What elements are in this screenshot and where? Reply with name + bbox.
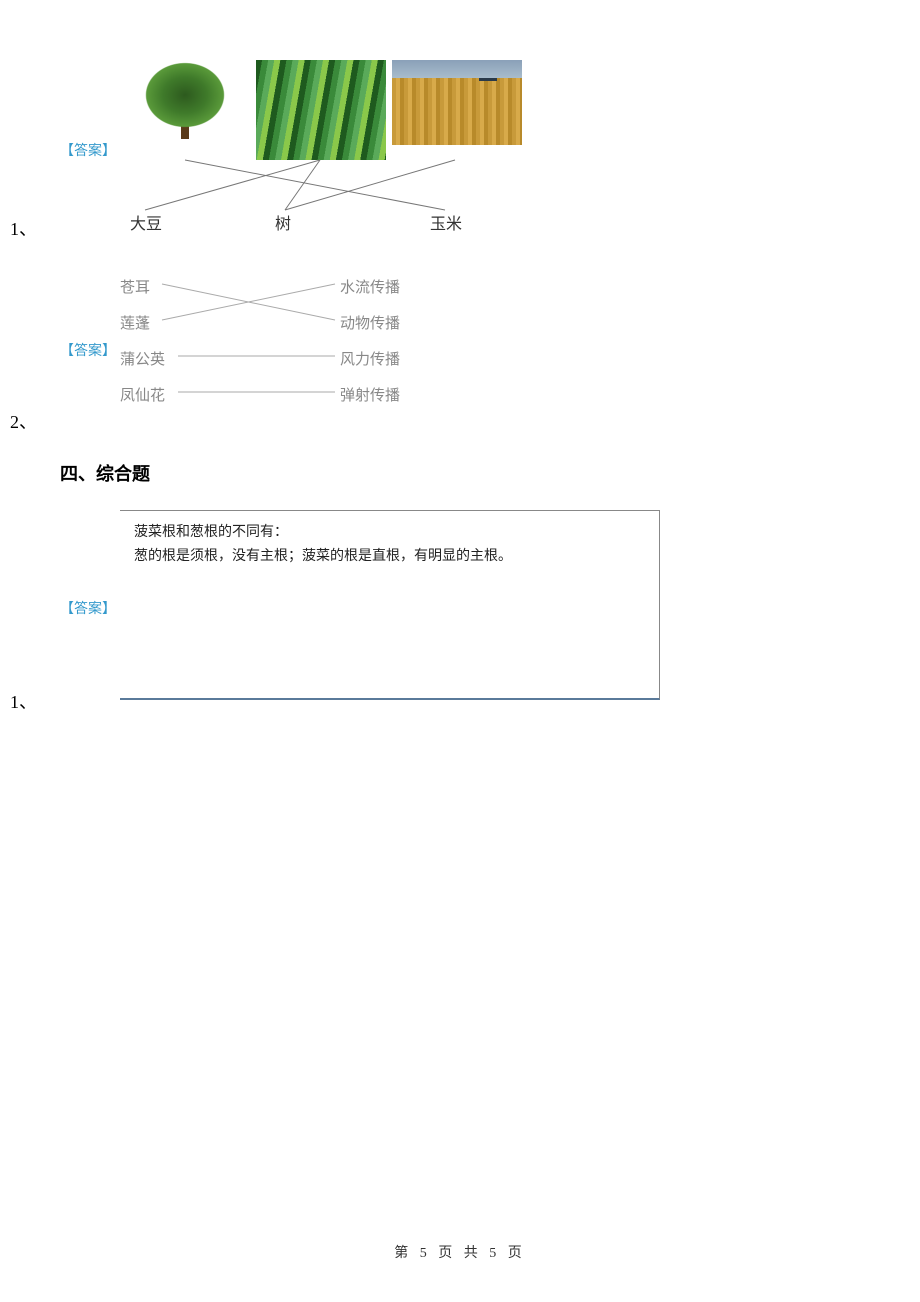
pair-left: 凤仙花 bbox=[120, 384, 165, 405]
question-2-matching: 【答案】 苍耳水流传播莲蓬动物传播蒲公英风力传播凤仙花弹射传播 2、 bbox=[60, 270, 860, 430]
label-soybean: 大豆 bbox=[130, 210, 162, 234]
question-number-1: 1、 bbox=[10, 215, 37, 241]
label-tree: 树 bbox=[275, 210, 291, 234]
pair-left: 苍耳 bbox=[120, 276, 150, 297]
question-number-2: 2、 bbox=[10, 408, 37, 434]
label-corn: 玉米 bbox=[430, 210, 462, 234]
pair-row: 蒲公英 风力传播 bbox=[120, 342, 520, 378]
answer-line-1: 菠菜根和葱根的不同有： bbox=[134, 521, 645, 545]
pair-row: 莲蓬 动物传播 bbox=[120, 306, 520, 342]
answer-line-2: 葱的根是须根，没有主根；菠菜的根是直根，有明显的主根。 bbox=[134, 545, 645, 569]
pair-row: 凤仙花 弹射传播 bbox=[120, 378, 520, 414]
comprehensive-question-1: 【答案】 菠菜根和葱根的不同有： 葱的根是须根，没有主根；菠菜的根是直根，有明显… bbox=[60, 510, 860, 710]
answer-box: 菠菜根和葱根的不同有： 葱的根是须根，没有主根；菠菜的根是直根，有明显的主根。 bbox=[120, 510, 660, 700]
pair-right: 风力传播 bbox=[340, 348, 400, 369]
pair-left: 蒲公英 bbox=[120, 348, 165, 369]
answer-label: 【答案】 bbox=[60, 340, 116, 360]
pair-row: 苍耳 水流传播 bbox=[120, 270, 520, 306]
pair-left: 莲蓬 bbox=[120, 312, 150, 333]
pair-area: 苍耳 水流传播莲蓬 动物传播蒲公英 风力传播凤仙花 弹射传播 bbox=[120, 270, 520, 414]
question-number-1b: 1、 bbox=[10, 688, 37, 714]
answer-label: 【答案】 bbox=[60, 140, 116, 160]
pair-right: 水流传播 bbox=[340, 276, 400, 297]
question-1-matching: 【答案】 大豆 树 玉米 1、 bbox=[60, 60, 860, 240]
answer-label: 【答案】 bbox=[60, 598, 116, 618]
pair-right: 弹射传播 bbox=[340, 384, 400, 405]
pair-right: 动物传播 bbox=[340, 312, 400, 333]
page-footer: 第 5 页 共 5 页 bbox=[0, 1242, 920, 1262]
section-4-heading: 四、综合题 bbox=[60, 460, 860, 486]
connection-lines-1 bbox=[120, 60, 540, 230]
